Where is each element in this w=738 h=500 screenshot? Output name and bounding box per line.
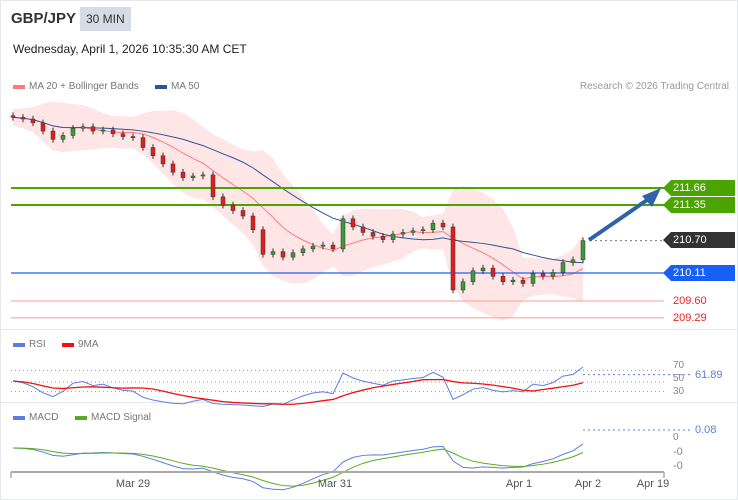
candle — [400, 232, 406, 235]
candle — [520, 279, 526, 284]
divider — [0, 402, 738, 403]
candle — [180, 171, 186, 178]
rsi-tick-70: 70 — [673, 360, 685, 371]
legend-ma50: MA 50 — [155, 81, 199, 92]
x-label: Apr 2 — [574, 478, 602, 490]
credit-text: Research © 2026 Trading Central — [579, 81, 729, 92]
ma50-line — [12, 116, 584, 264]
bollinger-band — [13, 101, 583, 321]
candle — [350, 218, 356, 228]
candle — [120, 133, 126, 137]
candle — [490, 267, 496, 277]
symbol-title: GBP/JPY — [11, 10, 77, 27]
rsi-tick-50: 50 — [673, 373, 685, 384]
support-1-label: 209.60 — [673, 295, 707, 307]
ma20-line — [12, 116, 584, 280]
candle — [130, 136, 136, 138]
candle — [470, 270, 476, 283]
candle — [240, 210, 246, 217]
candle — [530, 273, 536, 284]
macd-tick: -0 — [673, 460, 683, 472]
x-label: Apr 19 — [636, 478, 670, 490]
macd-tick: -0 — [673, 446, 683, 458]
legend-macd: MACD — [13, 412, 58, 423]
candle — [410, 230, 416, 233]
rsi-value: 61.89 — [695, 369, 723, 381]
candle — [320, 244, 326, 247]
candle — [380, 236, 386, 240]
candle — [140, 137, 146, 148]
candle — [80, 126, 86, 129]
x-label: Mar 29 — [115, 478, 151, 490]
candle — [20, 117, 26, 120]
candle — [560, 262, 566, 273]
support-2-label: 209.29 — [673, 312, 707, 324]
current-price-tag: 210.70 — [663, 232, 735, 248]
candle — [260, 229, 266, 255]
x-label: Mar 31 — [317, 478, 353, 490]
datetime-label: Wednesday, April 1, 2026 10:35:30 AM CET — [13, 42, 247, 56]
candle — [100, 129, 106, 132]
macd-value: 0.08 — [695, 424, 717, 436]
candle — [30, 118, 36, 124]
candle — [580, 240, 586, 261]
macd-tick: 0 — [673, 432, 679, 443]
forecast-arrow — [587, 196, 652, 242]
candle — [480, 267, 486, 272]
rsi-line — [12, 366, 584, 408]
candle — [40, 122, 46, 132]
candle — [200, 174, 206, 177]
candle — [300, 248, 306, 253]
candle — [230, 204, 236, 211]
candle — [220, 196, 226, 206]
candle — [390, 233, 396, 240]
candle — [280, 251, 286, 258]
candle — [370, 232, 376, 237]
candle — [570, 259, 576, 263]
legend-rsi-ma: 9MA — [62, 339, 99, 350]
legend-rsi: RSI — [13, 339, 46, 350]
candle — [160, 155, 166, 165]
candle — [290, 252, 296, 258]
legend-macd-signal: MACD Signal — [75, 412, 151, 423]
candle — [330, 244, 336, 250]
macd-line — [12, 443, 584, 491]
candle — [450, 226, 456, 291]
candle — [110, 129, 116, 135]
candle — [440, 222, 446, 228]
candle — [270, 251, 276, 255]
resistance-1-tag: 211.35 — [663, 197, 735, 213]
candle — [150, 147, 156, 156]
candle — [90, 126, 96, 132]
candle — [190, 175, 196, 178]
candle — [550, 272, 556, 277]
candle — [510, 279, 516, 283]
x-label: Apr 1 — [505, 478, 533, 490]
resistance-2-tag: 211.66 — [663, 180, 735, 196]
candle — [70, 128, 76, 136]
candle — [340, 218, 346, 250]
candle — [420, 229, 426, 232]
candle — [360, 226, 366, 233]
legend-ma20: MA 20 + Bollinger Bands — [13, 81, 139, 92]
rsi-ma-line — [12, 378, 584, 405]
macd-signal-line — [12, 447, 584, 487]
candle — [10, 115, 16, 118]
divider — [0, 329, 738, 330]
candle — [500, 276, 506, 283]
candle — [250, 215, 256, 230]
candle — [310, 245, 316, 250]
candle — [460, 281, 466, 291]
forecast-arrowhead — [642, 188, 661, 207]
pivot-tag: 210.11 — [663, 265, 735, 281]
rsi-tick-30: 30 — [673, 386, 685, 397]
candle — [170, 163, 176, 173]
candle — [540, 273, 546, 277]
candle — [430, 222, 436, 230]
candle — [210, 174, 216, 198]
candle — [60, 135, 66, 140]
timeframe-button[interactable]: 30 MIN — [80, 7, 131, 31]
candle — [50, 130, 56, 140]
